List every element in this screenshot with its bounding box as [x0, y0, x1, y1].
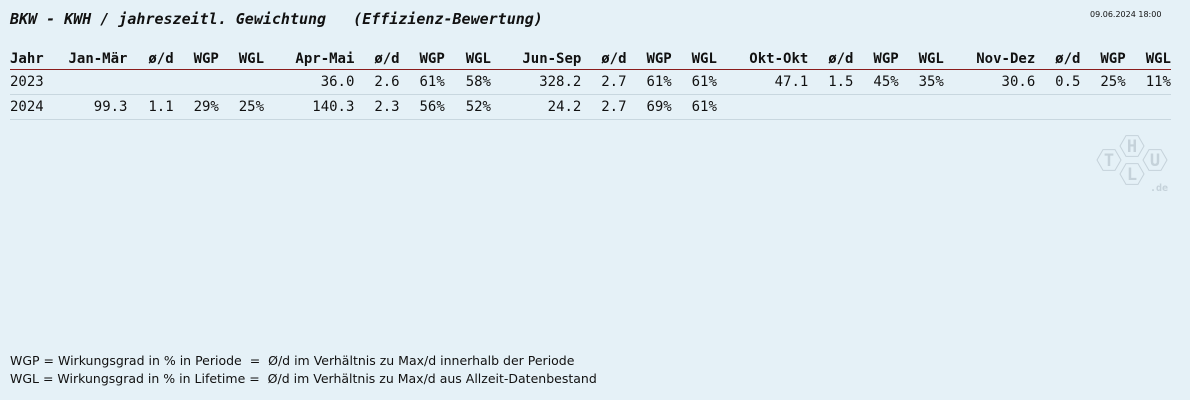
column-header: WGL	[671, 48, 717, 70]
table-cell	[853, 94, 899, 120]
table-cell: 328.2	[490, 69, 582, 95]
table-cell: 45%	[853, 69, 899, 95]
table-cell: 61%	[626, 69, 672, 95]
legend-wgl: WGL = Wirkungsgrad in % in Lifetime = Ø/…	[10, 371, 597, 386]
table-cell: 61%	[671, 94, 717, 120]
logo-suffix: .de	[1150, 183, 1168, 194]
table-cell	[173, 69, 219, 95]
table-cell: 58%	[444, 69, 491, 95]
logo-letter: L	[1127, 165, 1137, 185]
column-header: WGL	[898, 48, 944, 70]
table-cell	[898, 94, 944, 120]
table-cell	[1125, 94, 1171, 120]
table-cell	[1080, 94, 1126, 120]
column-header: WGP	[173, 48, 219, 70]
logo-hexagon	[1096, 149, 1122, 171]
table-cell	[1035, 94, 1081, 120]
year-cell: 2024	[10, 94, 47, 120]
column-header: ø/d	[1035, 48, 1081, 70]
column-header: Jahr	[10, 48, 47, 70]
table-cell: 2.7	[581, 69, 627, 95]
table-cell	[808, 94, 854, 120]
table-cell: 30.6	[943, 69, 1036, 95]
efficiency-table: Jahr Jan-Mär ø/d WGP WGL Apr-Mai ø/d WGP WGL Jun-…	[10, 48, 1171, 120]
logo-hexagon	[1119, 135, 1145, 157]
logo-letter: T	[1104, 151, 1114, 171]
column-header: Nov-Dez	[943, 48, 1036, 70]
column-header: ø/d	[127, 48, 174, 70]
logo-hexagon	[1142, 149, 1168, 171]
timestamp: 09.06.2024 18:00	[1090, 10, 1162, 19]
column-header: ø/d	[581, 48, 627, 70]
column-header: Jun-Sep	[490, 48, 582, 70]
table-header-row: Jahr Jan-Mär ø/d WGP WGL Apr-Mai ø/d WGP WGL Jun-…	[10, 48, 1171, 70]
legend-wgp: WGP = Wirkungsgrad in % in Periode = Ø/d…	[10, 353, 575, 368]
column-header: ø/d	[808, 48, 854, 70]
table-cell: 2.7	[581, 94, 627, 120]
table-cell: 2.6	[354, 69, 400, 95]
table-cell: 36.0	[264, 69, 355, 95]
logo-hexagon	[1119, 163, 1145, 185]
table-cell: 35%	[898, 69, 944, 95]
table-cell: 52%	[444, 94, 491, 120]
table-cell: 69%	[626, 94, 672, 120]
table-cell: 2.3	[354, 94, 400, 120]
year-cell: 2023	[10, 69, 47, 95]
table-cell	[46, 69, 128, 95]
table-row: 2024 99.3 1.1 29% 25% 140.3 2.3 56% 52% 24.2 2.7 69…	[10, 94, 1171, 120]
column-header: WGP	[1080, 48, 1126, 70]
table-row: 2023 36.0 2.6 61% 58% 328.2 2.7 61% 61% 47.1 1.5 45…	[10, 69, 1171, 95]
table-cell: 25%	[218, 94, 265, 120]
table-cell: 25%	[1080, 69, 1126, 95]
column-header: Jan-Mär	[46, 48, 128, 70]
table-cell: 0.5	[1035, 69, 1081, 95]
legend: WGP = Wirkungsgrad in % in Periode = Ø/d…	[10, 352, 597, 388]
column-header: WGP	[626, 48, 672, 70]
table-cell: 29%	[173, 94, 219, 120]
table-cell: 1.1	[127, 94, 174, 120]
column-header: WGP	[399, 48, 445, 70]
table-cell: 11%	[1125, 69, 1171, 95]
page-title: BKW - KWH / jahreszeitl. Gewichtung (Eff…	[10, 10, 543, 28]
table-cell	[716, 94, 809, 120]
table-cell	[218, 69, 265, 95]
table-cell: 61%	[399, 69, 445, 95]
logo-letter: H	[1127, 137, 1137, 157]
table-cell: 99.3	[46, 94, 128, 120]
table-cell: 61%	[671, 69, 717, 95]
table-cell: 1.5	[808, 69, 854, 95]
column-header: WGL	[218, 48, 265, 70]
table-cell: 140.3	[264, 94, 355, 120]
column-header: ø/d	[354, 48, 400, 70]
table-cell: 24.2	[490, 94, 582, 120]
column-header: Okt-Okt	[716, 48, 809, 70]
column-header: WGL	[1125, 48, 1171, 70]
column-header: WGL	[444, 48, 491, 70]
table-cell: 56%	[399, 94, 445, 120]
table-cell: 47.1	[716, 69, 809, 95]
table-cell	[943, 94, 1036, 120]
logo-letter: U	[1150, 151, 1160, 171]
column-header: WGP	[853, 48, 899, 70]
table-cell	[127, 69, 174, 95]
column-header: Apr-Mai	[264, 48, 355, 70]
